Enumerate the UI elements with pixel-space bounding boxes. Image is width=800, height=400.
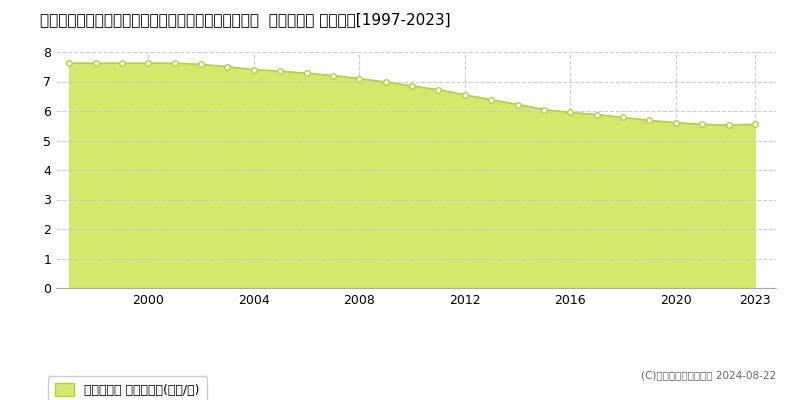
- Text: 宮崎県児湯郡高鍋町大字持田字正ケ井手１６１０番２  基準地価格 地価推移[1997-2023]: 宮崎県児湯郡高鍋町大字持田字正ケ井手１６１０番２ 基準地価格 地価推移[1997…: [40, 12, 450, 27]
- Legend: 基準地価格 平均坪単価(万円/坪): 基準地価格 平均坪単価(万円/坪): [48, 376, 207, 400]
- Text: (C)土地価格ドットコム 2024-08-22: (C)土地価格ドットコム 2024-08-22: [641, 370, 776, 380]
